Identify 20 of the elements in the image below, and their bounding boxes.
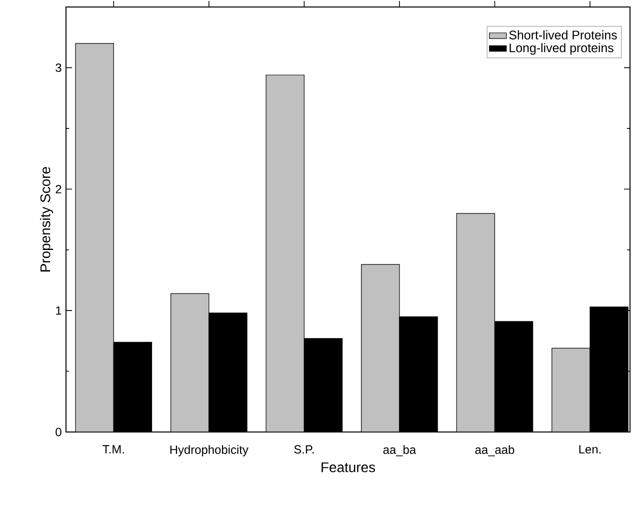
- bar: [456, 213, 496, 432]
- x-tick-label: S.P.: [294, 445, 314, 454]
- bar: [75, 43, 114, 432]
- x-tick-label: T.M.: [102, 445, 124, 454]
- x-tick-label: aa_aab: [475, 445, 514, 456]
- bar: [170, 293, 210, 432]
- y-tick-label: 2: [56, 184, 62, 194]
- bar: [361, 264, 400, 432]
- legend-label: Long-lived proteins: [510, 43, 614, 55]
- legend-label: Short-lived Proteins: [509, 30, 617, 40]
- y-tick-label: 1: [56, 306, 62, 315]
- x-tick-label: Hydrophobicity: [170, 445, 248, 456]
- x-tick-label: aa_ba: [383, 445, 416, 456]
- x-axis-title: Features: [322, 462, 376, 472]
- y-axis-title: Propensity Score: [40, 167, 54, 272]
- y-tick-label: 3: [56, 63, 62, 72]
- bar: [266, 74, 304, 432]
- bar: [552, 348, 590, 432]
- y-tick-label: 0: [56, 428, 62, 436]
- x-tick-label: Len.: [579, 445, 601, 454]
